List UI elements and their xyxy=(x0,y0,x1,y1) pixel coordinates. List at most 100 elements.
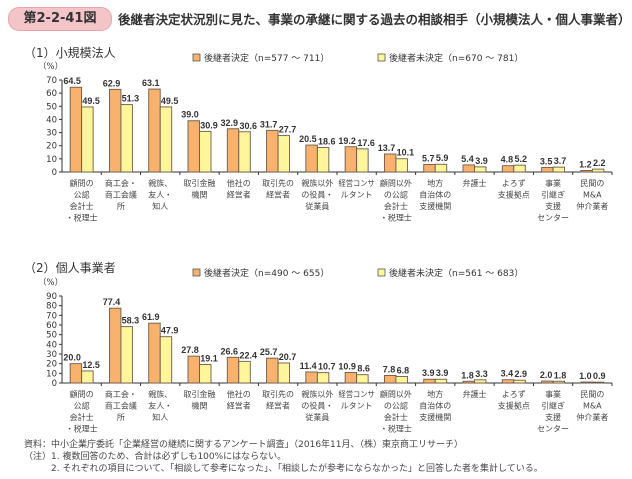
bar-undecided xyxy=(199,130,212,173)
data-label: 12.5 xyxy=(82,360,100,370)
bar-decided xyxy=(344,372,358,384)
x-category-label: 商工会・ xyxy=(105,389,137,399)
y-tick-label: 60 xyxy=(46,321,57,331)
data-label: 4.8 xyxy=(501,155,514,165)
legend-swatch-1 xyxy=(377,268,386,277)
x-category-label: 顧問以外 xyxy=(380,389,412,399)
x-category-label: 顧問の xyxy=(70,178,94,188)
data-label: 10.1 xyxy=(397,148,415,158)
footnote-note-1: （注）1. 複数回答のため、合計は必ずしも100%にはならない。 xyxy=(24,452,287,462)
x-category-label: 地方 xyxy=(427,389,443,399)
x-category-label: 公認 xyxy=(74,190,90,200)
bar-undecided xyxy=(120,326,133,384)
y-tick-label: 70 xyxy=(46,311,57,321)
x-category-label: 自治体の xyxy=(419,190,451,200)
x-category-label: よろず xyxy=(502,178,526,188)
x-category-label: M&A xyxy=(583,402,602,411)
data-label: 51.3 xyxy=(122,94,140,104)
bar-undecided xyxy=(238,131,251,173)
bar-decided xyxy=(69,363,83,384)
data-label: 63.1 xyxy=(142,78,160,88)
y-tick-label: 20 xyxy=(46,360,57,370)
x-category-label: 会計士 xyxy=(70,201,94,211)
bar-undecided xyxy=(356,148,369,173)
data-label: 27.7 xyxy=(279,125,297,135)
x-category-label: 他社の xyxy=(227,389,251,399)
x-category-label: 親族、 xyxy=(148,178,172,188)
x-category-label: センター xyxy=(537,425,569,434)
x-category-label: 地方 xyxy=(427,178,443,188)
data-label: 39.0 xyxy=(181,110,199,120)
x-category-label: 支援拠点 xyxy=(498,401,530,411)
data-label: 3.9 xyxy=(436,368,449,378)
bar-undecided xyxy=(434,163,448,173)
bar-decided xyxy=(226,356,240,384)
data-label: 17.6 xyxy=(357,138,375,148)
x-category-label: 事業 xyxy=(545,389,561,399)
bar-decided xyxy=(305,144,318,173)
data-label: 10.7 xyxy=(318,362,336,372)
chart-2-title: （2）個人事業者 xyxy=(24,261,116,275)
legend-label-0: 後継者決定（n=490 ～ 655） xyxy=(204,267,329,279)
x-category-label: 仲介業者 xyxy=(576,201,608,211)
data-label: 20.0 xyxy=(63,353,81,363)
x-category-label: 知人 xyxy=(152,412,168,422)
chart-1-title: （1）小規模法人 xyxy=(24,46,116,60)
data-label: 5.4 xyxy=(461,154,474,164)
figure-title: 後継者決定状況別に見た、事業の承継に関する過去の相談相手（小規模法人・個人事業者… xyxy=(118,12,631,27)
x-category-label: 友人・ xyxy=(148,190,172,200)
x-category-label: 民間の xyxy=(580,179,604,188)
bar-undecided xyxy=(552,380,566,384)
bar-undecided xyxy=(395,158,408,173)
x-category-label: 経営コンサ xyxy=(339,389,375,399)
x-category-label: 公認 xyxy=(74,401,90,411)
y-tick-label: 0 xyxy=(52,168,57,178)
bar-decided xyxy=(501,379,515,384)
bar-decided xyxy=(423,164,436,173)
x-category-label: 弁護士 xyxy=(463,178,487,188)
data-label: 30.9 xyxy=(200,120,218,130)
x-category-label: 支援拠点 xyxy=(498,190,530,200)
data-label: 6.8 xyxy=(397,365,410,375)
bar-decided xyxy=(344,146,358,173)
x-category-label: 支援 xyxy=(545,412,561,422)
legend-swatch-0 xyxy=(192,268,201,277)
data-label: 20.7 xyxy=(279,352,297,362)
data-label: 8.6 xyxy=(357,364,370,374)
bar-undecided xyxy=(591,168,605,173)
legend-label-1: 後継者未決定（n=561 ～ 683） xyxy=(389,267,523,279)
data-label: 5.9 xyxy=(436,153,449,163)
x-category-label: 取引先の xyxy=(262,178,294,188)
x-category-label: ・税理士 xyxy=(380,424,412,434)
bar-undecided xyxy=(591,381,605,384)
x-category-label: 親族以外 xyxy=(301,178,333,188)
x-category-label: 従業員 xyxy=(305,201,329,211)
bar-undecided xyxy=(316,372,330,384)
x-category-label: 民間の xyxy=(580,390,604,399)
y-tick-label: 30 xyxy=(46,350,57,360)
x-category-label: 経営コンサ xyxy=(339,178,375,188)
bar-undecided xyxy=(159,336,173,384)
bar-decided xyxy=(580,169,593,173)
bar-decided xyxy=(148,322,161,384)
data-label: 3.5 xyxy=(540,156,553,166)
x-category-label: 取引金融 xyxy=(184,389,216,399)
data-label: 49.5 xyxy=(82,96,100,106)
data-label: 18.6 xyxy=(318,137,336,147)
data-label: 3.9 xyxy=(422,368,435,378)
bar-undecided xyxy=(474,379,487,384)
legend-swatch-1 xyxy=(377,53,386,62)
data-label: 20.5 xyxy=(299,134,317,144)
data-label: 49.5 xyxy=(161,96,179,106)
bar-undecided xyxy=(120,104,133,173)
data-label: 10.9 xyxy=(338,361,356,371)
x-category-label: 自治体の xyxy=(419,401,451,411)
data-label: 13.7 xyxy=(378,143,396,153)
data-label: 25.7 xyxy=(260,347,278,357)
x-category-label: センター xyxy=(537,214,569,223)
data-label: 3.9 xyxy=(475,156,488,166)
data-label: 1.0 xyxy=(579,371,592,381)
x-category-label: ルタント xyxy=(341,191,373,200)
data-label: 30.6 xyxy=(239,121,257,131)
x-category-label: 支援機関 xyxy=(419,201,451,211)
